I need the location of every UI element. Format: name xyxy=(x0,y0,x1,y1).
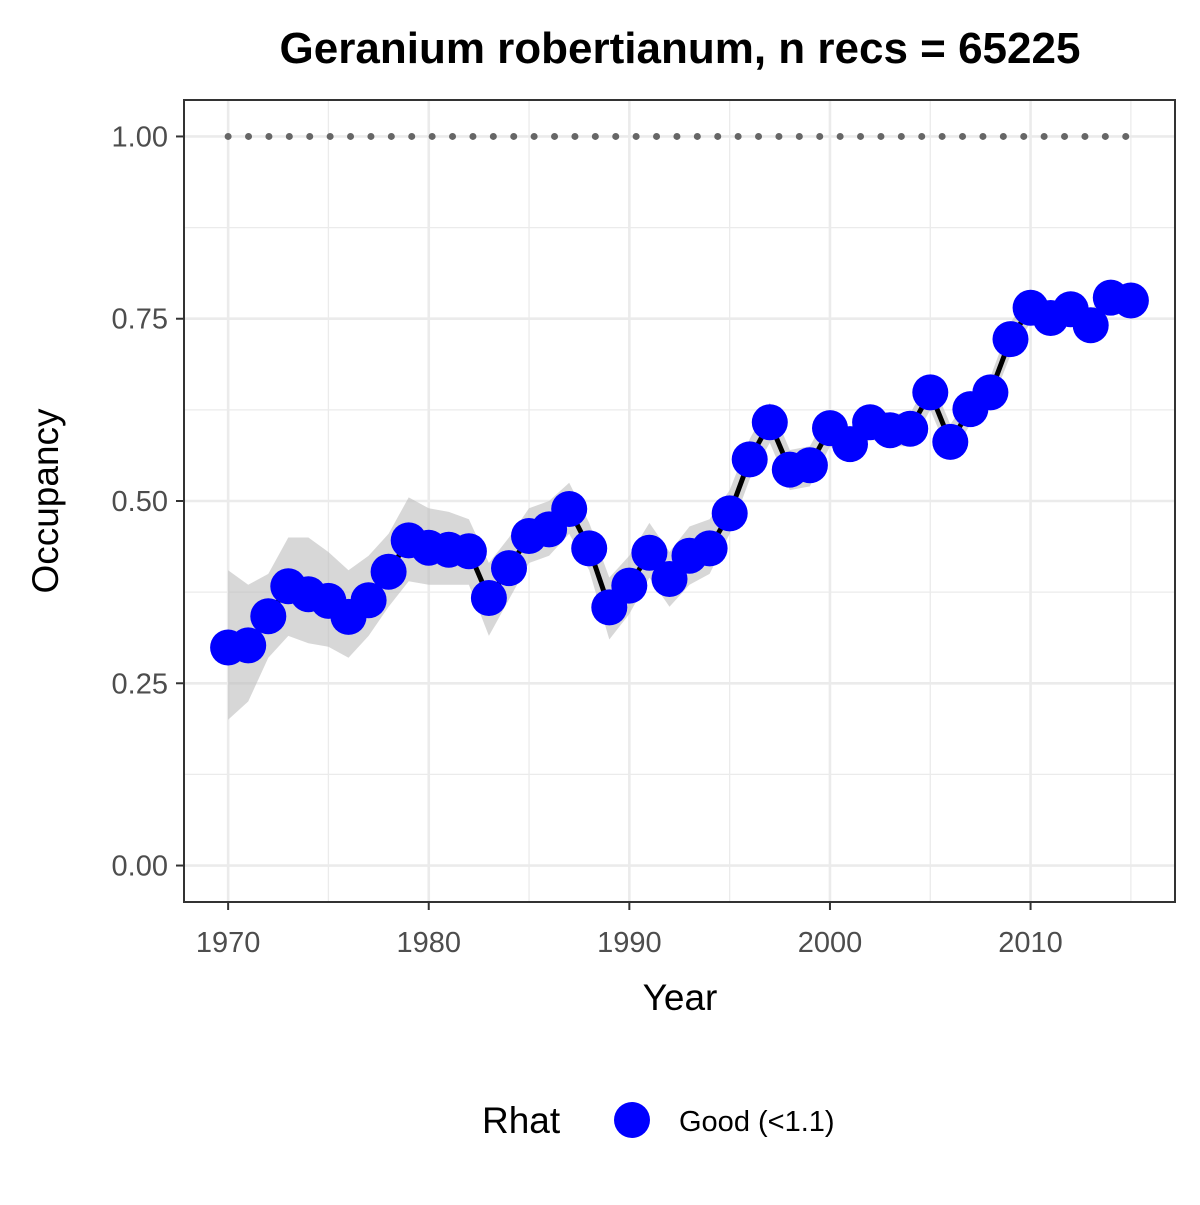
data-point-1982 xyxy=(450,533,487,570)
data-point-2015 xyxy=(1112,282,1149,319)
x-axis-title: Year xyxy=(643,977,718,1018)
data-point-1990 xyxy=(611,567,648,604)
data-point-1991 xyxy=(631,534,668,571)
legend-title: Rhat xyxy=(482,1100,561,1141)
y-axis-title: Occupancy xyxy=(25,408,66,594)
legend-key-good xyxy=(614,1102,650,1138)
chart-title: Geranium robertianum, n recs = 65225 xyxy=(280,24,1081,73)
y-tick-label: 0.25 xyxy=(112,668,168,700)
data-point-1972 xyxy=(250,598,287,635)
data-point-1987 xyxy=(551,491,588,527)
legend-label-good: Good (<1.1) xyxy=(679,1106,835,1138)
data-point-1977 xyxy=(350,582,387,619)
x-tick-label: 2010 xyxy=(998,927,1063,959)
y-tick-label: 1.00 xyxy=(112,121,168,153)
legend: Rhat Good (<1.1) xyxy=(482,1100,835,1141)
x-tick-label: 1970 xyxy=(196,927,261,959)
data-point-2004 xyxy=(892,410,929,447)
data-point-2013 xyxy=(1072,307,1109,344)
x-tick-label: 1990 xyxy=(597,927,662,959)
x-axis: 1970 1980 1990 2000 2010 xyxy=(196,902,1063,959)
data-point-1983 xyxy=(470,580,507,616)
data-point-1978 xyxy=(370,553,407,590)
data-point-2005 xyxy=(912,374,949,411)
x-tick-label: 2000 xyxy=(798,927,863,959)
data-point-1988 xyxy=(571,530,608,567)
data-point-1984 xyxy=(491,550,527,587)
data-point-2009 xyxy=(992,321,1029,358)
points-layer xyxy=(210,279,1149,666)
data-point-1999 xyxy=(791,447,828,484)
data-point-1994 xyxy=(691,530,728,567)
y-tick-label: 0.75 xyxy=(112,304,168,336)
x-tick-label: 1980 xyxy=(396,927,461,959)
y-axis: 0.00 0.25 0.50 0.75 1.00 xyxy=(112,121,184,883)
data-point-2008 xyxy=(972,374,1009,411)
y-tick-label: 0.50 xyxy=(112,486,168,518)
data-point-1992 xyxy=(651,561,688,597)
data-point-1971 xyxy=(230,627,267,664)
y-tick-label: 0.00 xyxy=(112,851,168,883)
data-point-1996 xyxy=(731,441,768,478)
data-point-1995 xyxy=(711,495,748,532)
data-point-1997 xyxy=(751,404,788,441)
data-point-2006 xyxy=(932,423,969,460)
